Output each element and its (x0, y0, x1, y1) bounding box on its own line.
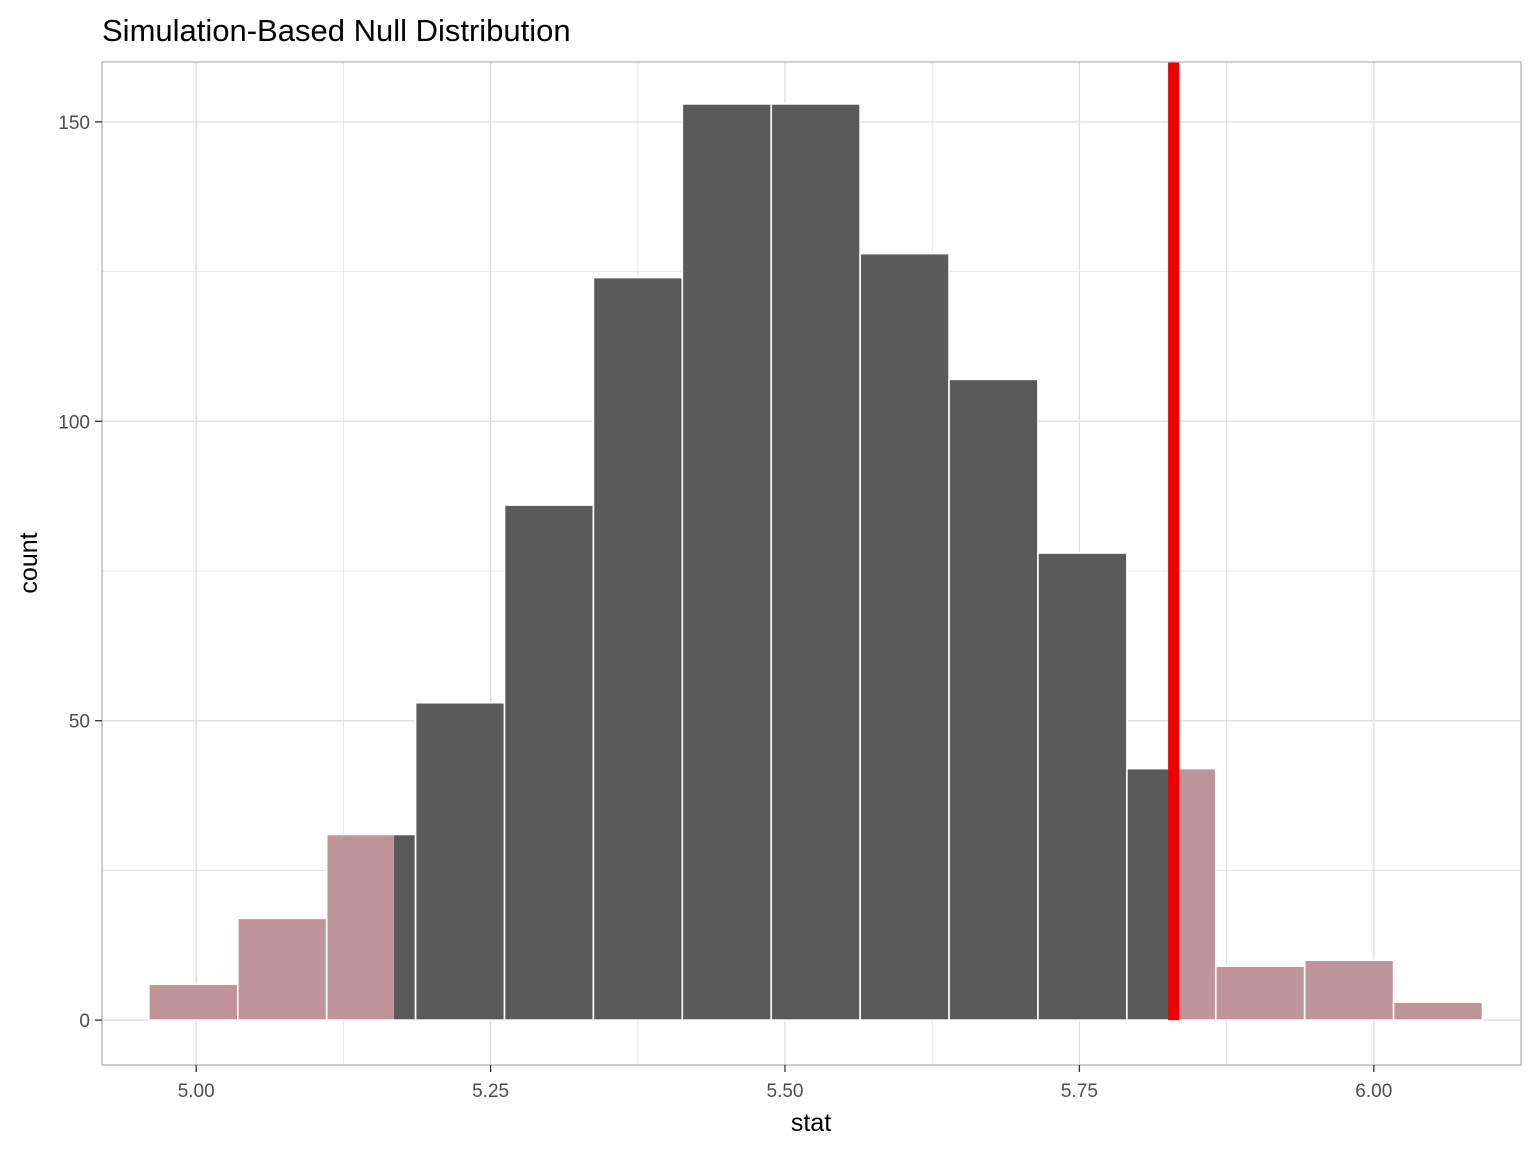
y-tick-label: 100 (58, 412, 90, 433)
histogram-bar-outline (1392, 1001, 1484, 1021)
x-tick-label: 5.00 (178, 1081, 215, 1102)
y-tick-label: 150 (58, 113, 90, 134)
histogram-bar (860, 253, 950, 1021)
histogram-bar-shaded (237, 918, 327, 1021)
histogram-bar (771, 103, 861, 1021)
x-axis-title: stat (791, 1109, 831, 1137)
histogram-bar-outline (1303, 959, 1395, 1021)
x-axis: 5.00 5.25 5.50 5.75 6.00 (178, 1065, 1392, 1102)
x-tick-label: 5.75 (1061, 1081, 1098, 1102)
histogram-bar (1126, 768, 1174, 1021)
histogram-bar-shaded (148, 984, 238, 1021)
histogram-bar-shaded (1304, 960, 1394, 1021)
y-tick-label: 50 (69, 712, 90, 733)
x-tick-label: 6.00 (1355, 1081, 1392, 1102)
bars (148, 103, 1484, 1021)
histogram-bar (949, 379, 1038, 1021)
x-tick-label: 5.25 (472, 1081, 509, 1102)
histogram-bar-shaded (1173, 768, 1216, 1021)
histogram-bar (593, 277, 683, 1021)
histogram-bar (394, 834, 416, 1021)
y-tick-label: 0 (79, 1011, 90, 1032)
x-tick-label: 5.50 (767, 1081, 804, 1102)
histogram-bar (504, 505, 594, 1021)
histogram-bar-shaded (1215, 966, 1305, 1021)
histogram-bar-shaded (1393, 1002, 1483, 1021)
histogram-bar-shaded (326, 834, 395, 1021)
y-axis: 0 50 100 150 (58, 113, 102, 1032)
histogram-bar (415, 702, 505, 1021)
panel-border (101, 61, 1522, 1066)
y-axis-title: count (15, 532, 43, 593)
histogram-bar (682, 103, 772, 1021)
histogram-bar (1037, 553, 1127, 1021)
chart-title: Simulation-Based Null Distribution (102, 13, 571, 48)
